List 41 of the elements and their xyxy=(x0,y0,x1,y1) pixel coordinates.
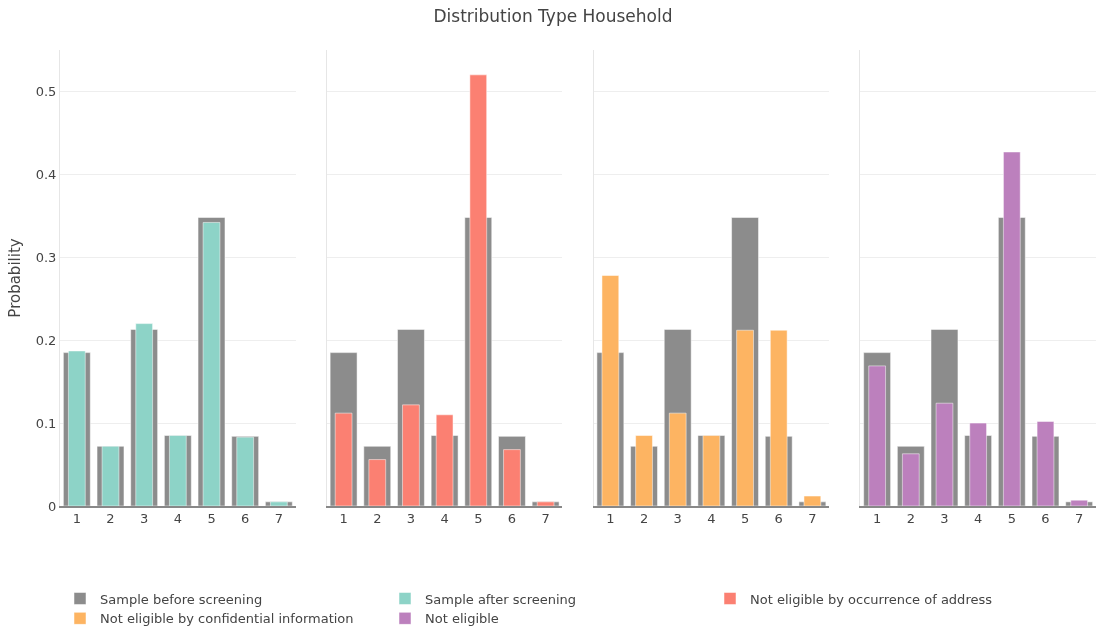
x-tick-label: 3 xyxy=(140,511,149,527)
x-tick-label: 4 xyxy=(974,511,983,527)
legend-label: Sample before screening xyxy=(100,591,263,607)
x-tick-label: 3 xyxy=(406,511,416,527)
x-tick-label: 5 xyxy=(1007,511,1016,527)
legend-label: Not eligible by confidential information xyxy=(100,611,354,627)
legend-label: Not eligible by occurrence of address xyxy=(750,591,993,607)
x-tick-label: 4 xyxy=(707,511,716,527)
x-tick-label: 2 xyxy=(373,511,382,527)
x-tick-label: 5 xyxy=(740,511,750,527)
x-tick-label: 7 xyxy=(1075,511,1084,527)
y-tick-label: 0.4 xyxy=(35,166,57,182)
x-tick-label: 7 xyxy=(274,511,283,527)
x-tick-label: 1 xyxy=(72,511,81,527)
x-tick-label: 1 xyxy=(873,511,882,527)
y-tick-label: 0.1 xyxy=(35,415,57,431)
x-tick-label: 5 xyxy=(474,511,483,527)
x-tick-label: 3 xyxy=(940,511,949,527)
x-tick-label: 3 xyxy=(673,511,682,527)
y-axis-title: Probability xyxy=(6,238,24,318)
x-tick-label: 2 xyxy=(639,511,649,527)
x-tick-label: 6 xyxy=(1041,511,1050,527)
legend-label: Not eligible xyxy=(425,611,499,627)
x-tick-label: 4 xyxy=(440,511,449,527)
y-tick-label: 0 xyxy=(48,498,57,514)
y-tick-label: 0.3 xyxy=(35,249,57,265)
x-tick-label: 4 xyxy=(173,511,182,527)
chart-title: Distribution Type Household xyxy=(433,5,673,26)
x-tick-label: 1 xyxy=(339,511,348,527)
x-tick-label: 2 xyxy=(906,511,915,527)
legend-label: Sample after screening xyxy=(425,591,577,607)
x-tick-label: 6 xyxy=(774,511,783,527)
x-tick-label: 2 xyxy=(106,511,115,527)
y-tick-label: 0.5 xyxy=(35,84,57,99)
x-tick-label: 1 xyxy=(606,511,615,527)
x-tick-label: 7 xyxy=(808,511,817,527)
x-tick-label: 7 xyxy=(541,511,550,527)
y-tick-label: 0.2 xyxy=(35,332,57,348)
x-tick-label: 6 xyxy=(507,511,517,527)
x-tick-label: 6 xyxy=(241,511,250,527)
x-tick-label: 5 xyxy=(207,511,216,527)
